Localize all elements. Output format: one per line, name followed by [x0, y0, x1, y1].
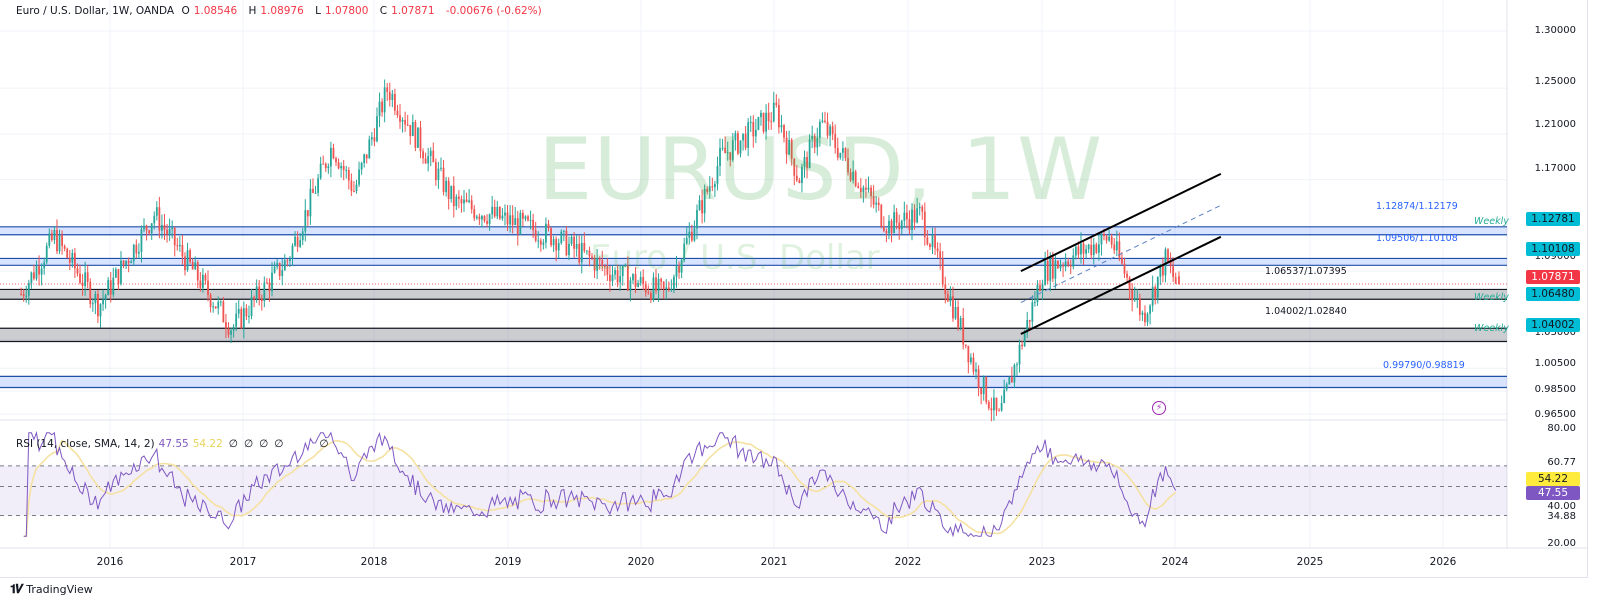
- rsi-tick: 34.88: [1547, 511, 1576, 522]
- chart-frame: [0, 0, 1588, 578]
- zone-weekly-label: Weekly: [1474, 292, 1509, 303]
- rsi-tick: 80.00: [1547, 423, 1576, 434]
- year-tick: 2018: [360, 556, 388, 568]
- rsi-value: 47.55: [158, 438, 189, 450]
- year-tick: 2023: [1028, 556, 1056, 568]
- rsi-sma-value: 54.22: [192, 438, 223, 450]
- tradingview-branding[interactable]: 𝟏𝑽 TradingView: [10, 582, 93, 597]
- grid-lines: [0, 0, 1588, 549]
- zone-weekly-label: Weekly: [1474, 216, 1509, 227]
- zone-label: 1.12874/1.12179: [1376, 201, 1458, 212]
- price-tick: 1.30000: [1534, 25, 1576, 36]
- price-tick: 1.17000: [1534, 163, 1576, 174]
- zone-price-tag: 1.10108: [1526, 242, 1580, 256]
- price-tick: 1.09000: [1534, 251, 1576, 262]
- tradingview-logo-icon: 𝟏𝑽: [10, 582, 23, 596]
- ohlc-low: L 1.07800: [315, 5, 369, 17]
- year-tick: 2020: [627, 556, 655, 568]
- lightning-event-icon[interactable]: ⚡: [1152, 401, 1166, 415]
- year-tick: 2026: [1429, 556, 1457, 568]
- candlesticks: [20, 79, 1180, 422]
- price-tick: 1.00500: [1534, 358, 1576, 369]
- ohlc-change: -0.00676 (-0.62%): [445, 5, 542, 17]
- rsi-value-tag: 47.55: [1526, 486, 1580, 500]
- last-price-tag: 1.07871: [1526, 270, 1580, 284]
- symbol-description[interactable]: Euro / U.S. Dollar, 1W, OANDA: [16, 5, 175, 17]
- year-tick: 2025: [1296, 556, 1324, 568]
- year-tick: 2016: [96, 556, 124, 568]
- zone-weekly-label: Weekly: [1474, 323, 1509, 334]
- year-tick: 2021: [760, 556, 788, 568]
- year-tick: 2022: [894, 556, 922, 568]
- rsi-pane: [0, 430, 1507, 538]
- ohlc-high: H 1.08976: [248, 5, 304, 17]
- rsi-tick: 60.77: [1547, 457, 1576, 468]
- zone-price-tag: 1.12781: [1526, 212, 1580, 226]
- zone-label: 0.99790/0.98819: [1383, 360, 1465, 371]
- price-tick: 1.25000: [1534, 76, 1576, 87]
- price-tick: 1.21000: [1534, 119, 1576, 130]
- rsi-legend[interactable]: RSI (14, close, SMA, 14, 2) 47.55 54.22 ∅ ∅ ∅…: [16, 438, 329, 450]
- zone-price-tag: 1.06480: [1526, 287, 1580, 301]
- rsi-title: RSI (14, close, SMA, 14, 2): [16, 438, 155, 450]
- rsi-tick: 20.00: [1547, 538, 1576, 549]
- ohlc-open: O 1.08546: [181, 5, 238, 17]
- zone-label: 1.06537/1.07395: [1265, 266, 1347, 277]
- trend-channel[interactable]: [1020, 173, 1222, 335]
- price-tick: 1.03000: [1534, 327, 1576, 338]
- year-tick: 2017: [229, 556, 257, 568]
- year-tick: 2024: [1161, 556, 1189, 568]
- brand-name: TradingView: [26, 583, 93, 596]
- price-tick: 0.96500: [1534, 409, 1576, 420]
- year-tick: 2019: [494, 556, 522, 568]
- rsi-tick: 40.00: [1547, 501, 1576, 512]
- zone-label: 1.04002/1.02840: [1265, 306, 1347, 317]
- price-tick: 0.98500: [1534, 384, 1576, 395]
- rsi-sma-tag: 54.22: [1526, 472, 1580, 486]
- symbol-watermark-subtitle: Euro / U.S. Dollar: [590, 238, 880, 278]
- zone-label: 1.09506/1.10108: [1376, 233, 1458, 244]
- zone-price-tag: 1.04002: [1526, 318, 1580, 332]
- symbol-watermark: EURUSD, 1W: [538, 120, 1104, 220]
- ohlc-close: C 1.07871: [379, 5, 435, 17]
- ohlc-legend: Euro / U.S. Dollar, 1W, OANDA O 1.08546 H…: [16, 5, 546, 17]
